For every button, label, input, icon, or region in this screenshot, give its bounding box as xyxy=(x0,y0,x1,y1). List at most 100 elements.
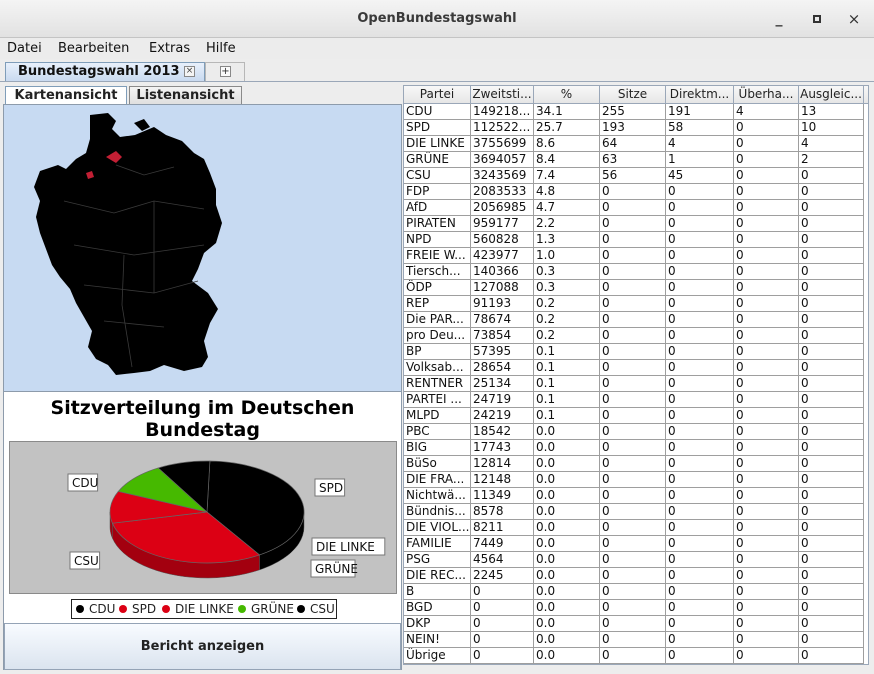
column-header[interactable]: % xyxy=(534,86,600,104)
table-cell: 0 xyxy=(734,152,799,168)
table-cell: 149218... xyxy=(471,104,534,120)
table-cell: 0 xyxy=(734,200,799,216)
table-row[interactable]: MLPD 24219 0.1 0 0 0 0 xyxy=(404,408,868,424)
table-cell: 0 xyxy=(600,408,666,424)
table-cell: 0 xyxy=(666,456,734,472)
germany-map[interactable] xyxy=(4,105,401,392)
table-row[interactable]: B 0 0.0 0 0 0 0 xyxy=(404,584,868,600)
table-cell: PARTEI ... xyxy=(404,392,471,408)
menu-extras[interactable]: Extras xyxy=(149,41,191,56)
table-cell: 0 xyxy=(600,328,666,344)
table-row[interactable]: FDP 2083533 4.8 0 0 0 0 xyxy=(404,184,868,200)
table-row[interactable]: PBC 18542 0.0 0 0 0 0 xyxy=(404,424,868,440)
table-cell: 0 xyxy=(666,360,734,376)
table-row[interactable]: FAMILIE 7449 0.0 0 0 0 0 xyxy=(404,536,868,552)
legend-label: GRÜNE xyxy=(251,602,294,616)
close-tab-icon[interactable]: × xyxy=(184,66,195,77)
table-row[interactable]: CDU 149218... 34.1 255 191 4 13 xyxy=(404,104,868,120)
table-row[interactable]: BüSo 12814 0.0 0 0 0 0 xyxy=(404,456,868,472)
table-cell: 0 xyxy=(600,216,666,232)
table-cell: 7449 xyxy=(471,536,534,552)
table-row[interactable]: CSU 3243569 7.4 56 45 0 0 xyxy=(404,168,868,184)
tab-kartenansicht[interactable]: Kartenansicht xyxy=(5,86,127,105)
legend-label: CDU xyxy=(89,602,116,616)
legend-item-die-linke: DIE LINKE xyxy=(162,602,234,616)
table-row[interactable]: BIG 17743 0.0 0 0 0 0 xyxy=(404,440,868,456)
table-row[interactable]: GRÜNE 3694057 8.4 63 1 0 2 xyxy=(404,152,868,168)
table-cell: 0 xyxy=(600,568,666,584)
menu-bearbeiten[interactable]: Bearbeiten xyxy=(58,41,130,56)
table-row[interactable]: NEIN! 0 0.0 0 0 0 0 xyxy=(404,632,868,648)
table-row[interactable]: ÖDP 127088 0.3 0 0 0 0 xyxy=(404,280,868,296)
table-cell: 8578 xyxy=(471,504,534,520)
pie-label: DIE LINKE xyxy=(316,540,375,554)
table-cell: 0 xyxy=(799,344,864,360)
menu-hilfe[interactable]: Hilfe xyxy=(206,41,236,56)
pie-label-box xyxy=(314,478,346,497)
table-row[interactable]: Volksab... 28654 0.1 0 0 0 0 xyxy=(404,360,868,376)
bericht-anzeigen-button[interactable]: Bericht anzeigen xyxy=(4,623,401,670)
table-cell: 12148 xyxy=(471,472,534,488)
table-cell: 0 xyxy=(734,360,799,376)
column-header[interactable]: Direktm... xyxy=(666,86,734,104)
tab-listenansicht[interactable]: Listenansicht xyxy=(129,86,242,105)
table-row[interactable]: PIRATEN 959177 2.2 0 0 0 0 xyxy=(404,216,868,232)
table-row[interactable]: AfD 2056985 4.7 0 0 0 0 xyxy=(404,200,868,216)
column-header[interactable]: Partei xyxy=(404,86,471,104)
table-cell: 193 xyxy=(600,120,666,136)
table-row[interactable]: PARTEI ... 24719 0.1 0 0 0 0 xyxy=(404,392,868,408)
table-row[interactable]: BGD 0 0.0 0 0 0 0 xyxy=(404,600,868,616)
table-cell: DIE VIOL... xyxy=(404,520,471,536)
table-cell: 0 xyxy=(734,600,799,616)
table-row[interactable]: Tiersch... 140366 0.3 0 0 0 0 xyxy=(404,264,868,280)
table-row[interactable]: Übrige 0 0.0 0 0 0 0 xyxy=(404,648,868,664)
close-window-button[interactable]: × xyxy=(847,10,861,28)
table-row[interactable]: DKP 0 0.0 0 0 0 0 xyxy=(404,616,868,632)
table-row[interactable]: DIE LINKE 3755699 8.6 64 4 0 4 xyxy=(404,136,868,152)
table-cell: 0.1 xyxy=(534,360,600,376)
maximize-button[interactable] xyxy=(806,8,828,30)
table-row[interactable]: PSG 4564 0.0 0 0 0 0 xyxy=(404,552,868,568)
table-row[interactable]: Die PAR... 78674 0.2 0 0 0 0 xyxy=(404,312,868,328)
menu-datei[interactable]: Datei xyxy=(7,41,42,56)
legend-label: DIE LINKE xyxy=(175,602,234,616)
new-tab-button[interactable]: + xyxy=(205,62,245,81)
table-cell: 0.1 xyxy=(534,344,600,360)
table-cell: 0 xyxy=(734,568,799,584)
table-row[interactable]: SPD 112522... 25.7 193 58 0 10 xyxy=(404,120,868,136)
minimize-button[interactable]: _ xyxy=(775,11,783,27)
table-row[interactable]: DIE REC... 2245 0.0 0 0 0 0 xyxy=(404,568,868,584)
table-cell: 63 xyxy=(600,152,666,168)
table-cell: 0 xyxy=(799,264,864,280)
table-row[interactable]: Bündnis... 8578 0.0 0 0 0 0 xyxy=(404,504,868,520)
table-row[interactable]: RENTNER 25134 0.1 0 0 0 0 xyxy=(404,376,868,392)
table-row[interactable]: Nichtwä... 11349 0.0 0 0 0 0 xyxy=(404,488,868,504)
results-table[interactable]: Partei Zweitsti...% Sitze Direktm... Überha.… xyxy=(403,85,869,665)
table-row[interactable]: FREIE W... 423977 1.0 0 0 0 0 xyxy=(404,248,868,264)
table-row[interactable]: DIE VIOL... 8211 0.0 0 0 0 0 xyxy=(404,520,868,536)
table-row[interactable]: BP 57395 0.1 0 0 0 0 xyxy=(404,344,868,360)
table-row[interactable]: NPD 560828 1.3 0 0 0 0 xyxy=(404,232,868,248)
window-titlebar[interactable]: OpenBundestagswahl _ × xyxy=(0,0,874,38)
table-cell: 0 xyxy=(600,344,666,360)
table-row[interactable]: pro Deu... 73854 0.2 0 0 0 0 xyxy=(404,328,868,344)
table-cell: 0 xyxy=(734,184,799,200)
table-row[interactable]: REP 91193 0.2 0 0 0 0 xyxy=(404,296,868,312)
table-cell: 0 xyxy=(734,584,799,600)
column-header[interactable]: Zweitsti... xyxy=(471,86,534,104)
column-header[interactable]: Ausgleic... xyxy=(799,86,864,104)
state-borders xyxy=(63,164,205,368)
table-cell: REP xyxy=(404,296,471,312)
germany-map-panel[interactable] xyxy=(4,105,401,392)
table-cell: 4 xyxy=(666,136,734,152)
left-panel: Sitzverteilung im Deutschen Bundestag CD… xyxy=(3,104,402,670)
menu-bar: Datei Bearbeiten Extras Hilfe xyxy=(0,38,874,59)
column-header[interactable]: Überha... xyxy=(734,86,799,104)
table-cell: Volksab... xyxy=(404,360,471,376)
table-row[interactable]: DIE FRA... 12148 0.0 0 0 0 0 xyxy=(404,472,868,488)
table-cell: 18542 xyxy=(471,424,534,440)
chart-legend: CDU SPD DIE LINKE GRÜNE CSU xyxy=(71,599,337,619)
column-header[interactable]: Sitze xyxy=(600,86,666,104)
tab-bundestagswahl-2013[interactable]: Bundestagswahl 2013 × xyxy=(5,62,205,81)
tab-label: Bundestagswahl 2013 xyxy=(18,64,180,79)
